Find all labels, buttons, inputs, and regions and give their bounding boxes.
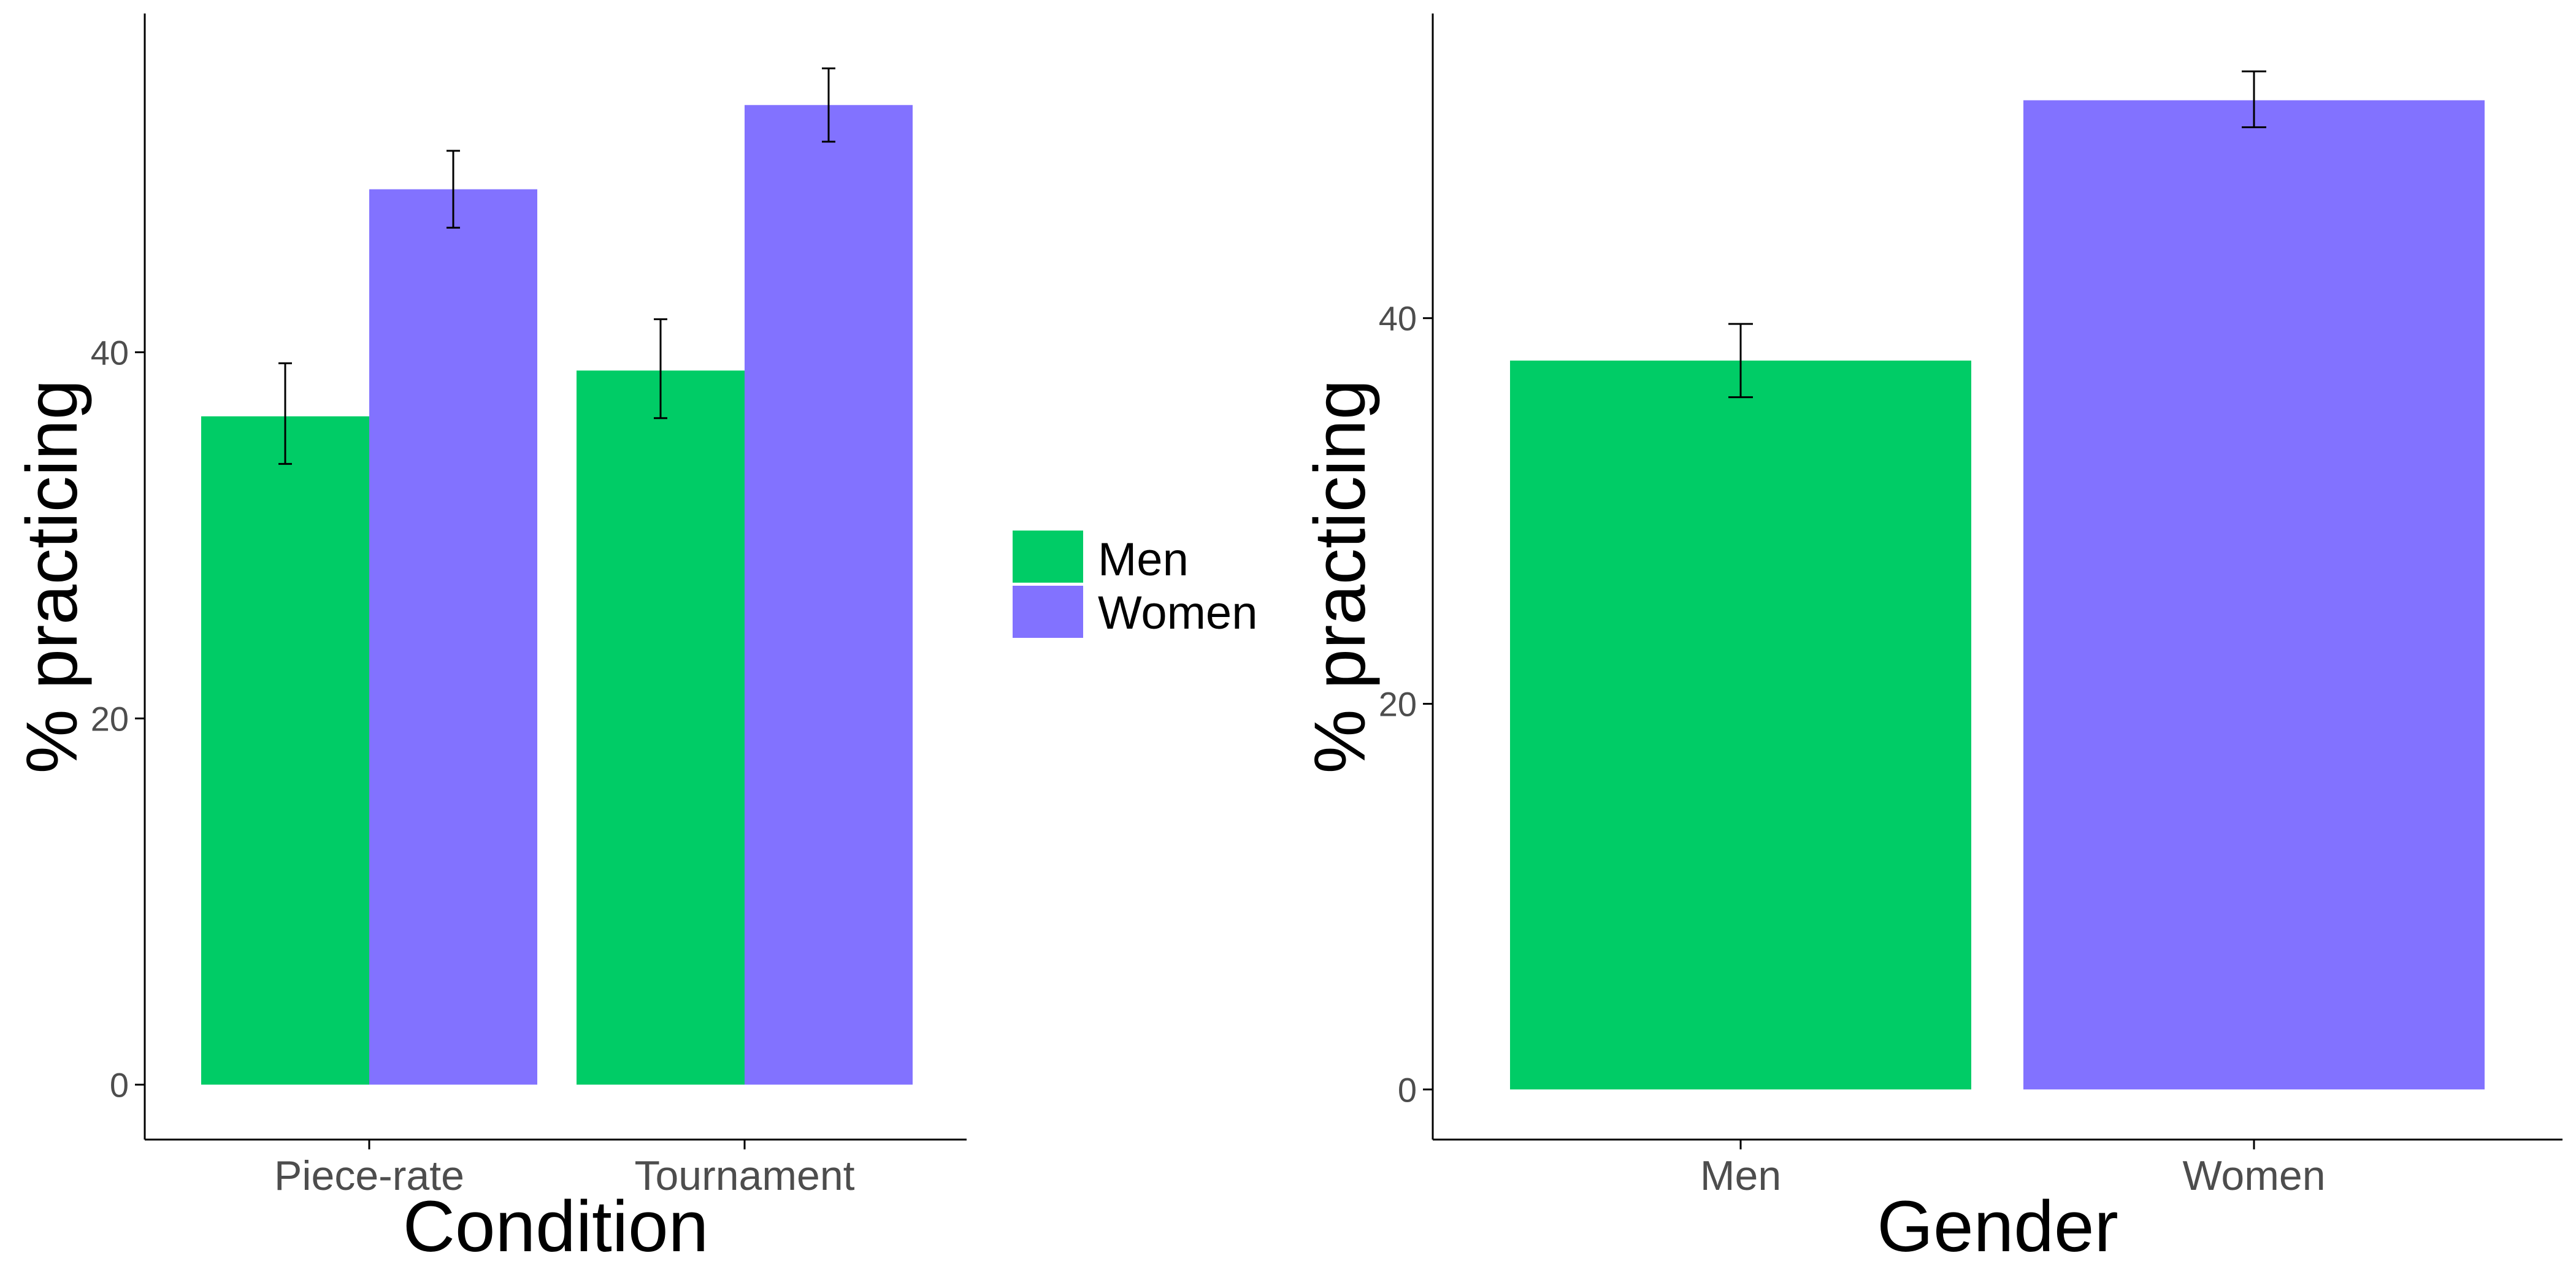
x-ticks-condition: Piece-rate Tournament (274, 1140, 855, 1199)
y-ticks-condition: 0 20 40 (91, 333, 145, 1104)
legend-swatch-men (1013, 531, 1083, 583)
y-axis-title: % practicing (1300, 380, 1381, 774)
error-bar-men (1728, 323, 1753, 399)
x-ticks-gender: Men Women (1700, 1140, 2326, 1199)
y-tick-label: 0 (1398, 1070, 1417, 1109)
legend: Men Women (1013, 531, 1257, 639)
panel-condition: 0 20 40 Piece-rate Tournament Condition % p… (12, 13, 967, 1267)
y-tick-label: 20 (1379, 684, 1417, 723)
bar-women-tournament (745, 105, 913, 1085)
x-tick-label: Tournament (634, 1152, 854, 1199)
x-tick-label: Piece-rate (274, 1152, 464, 1199)
legend-swatch-women (1013, 586, 1083, 638)
error-bar-men-tournament (654, 318, 667, 420)
y-axis-title: % practicing (12, 380, 93, 774)
error-bar-women-tournament (822, 67, 835, 143)
x-axis-title: Gender (1877, 1186, 2118, 1267)
bars-gender (1510, 100, 2485, 1090)
legend-label-men: Men (1098, 534, 1189, 586)
bar-men (1510, 360, 1971, 1090)
legend-label-women: Women (1098, 587, 1257, 639)
error-bars-gender (1728, 70, 2266, 399)
error-bars-condition (278, 67, 835, 465)
bar-men-piece-rate (201, 416, 369, 1085)
y-tick-label: 40 (1379, 299, 1417, 338)
y-ticks-gender: 0 20 40 (1379, 299, 1433, 1109)
x-tick-label: Men (1700, 1152, 1781, 1199)
error-bar-women (2242, 70, 2266, 128)
x-tick-label: Women (2182, 1152, 2325, 1199)
error-bar-men-piece-rate (278, 362, 292, 465)
panel-gender: 0 20 40 Men Women Gender % practicing (1300, 13, 2563, 1267)
bars-condition (201, 105, 913, 1085)
y-tick-label: 40 (91, 333, 129, 372)
bar-men-tournament (577, 370, 745, 1085)
x-axis-title: Condition (403, 1186, 709, 1267)
bar-women-piece-rate (369, 189, 537, 1085)
error-bar-women-piece-rate (447, 150, 460, 229)
bar-women (2023, 100, 2485, 1090)
y-tick-label: 20 (91, 699, 129, 738)
y-tick-label: 0 (110, 1065, 129, 1104)
